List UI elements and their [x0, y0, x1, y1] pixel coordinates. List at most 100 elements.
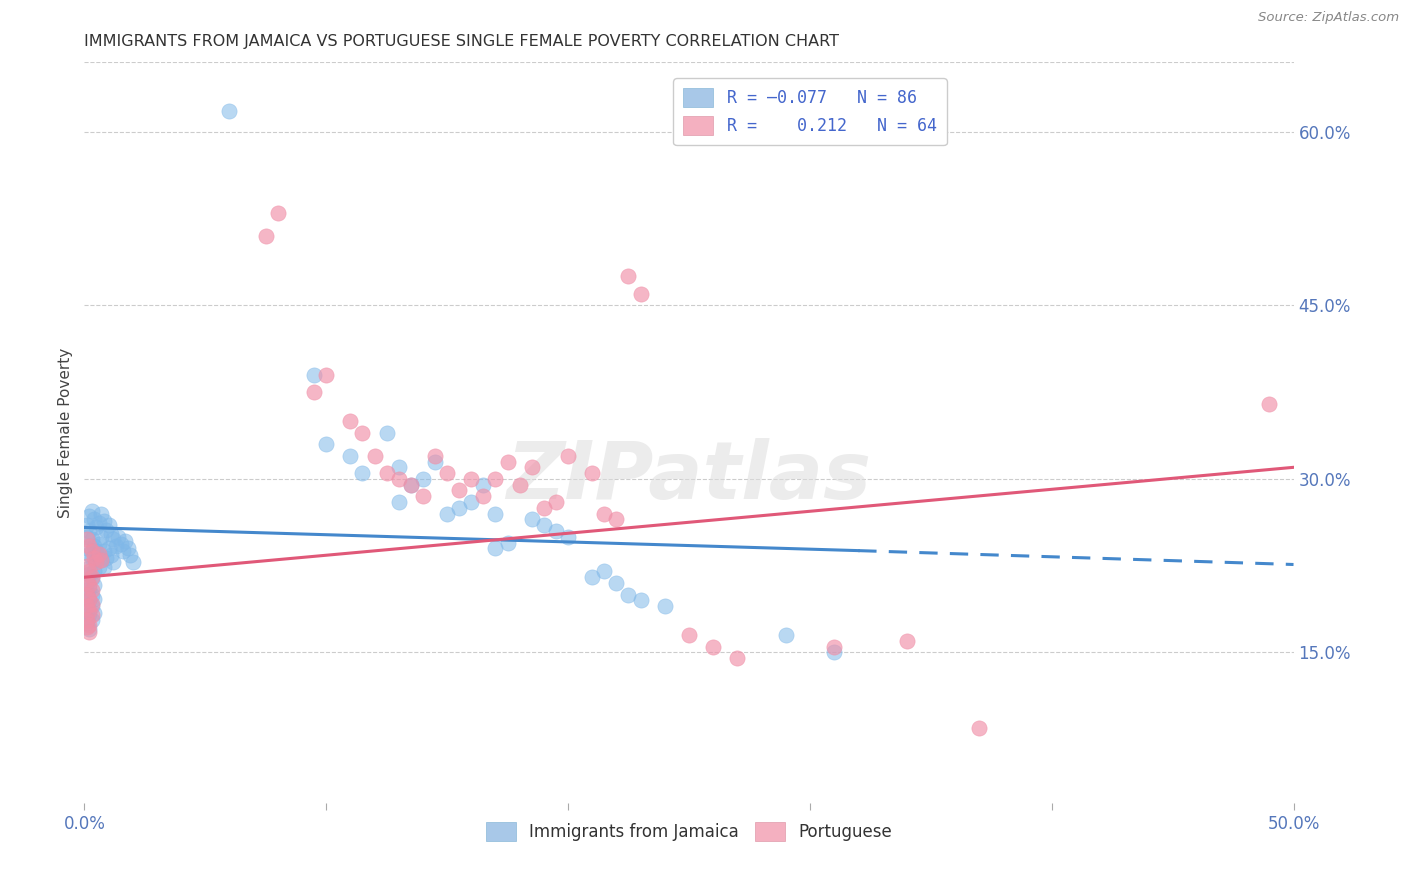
- Point: [423, 449, 446, 463]
- Y-axis label: Single Female Poverty: Single Female Poverty: [58, 348, 73, 517]
- Point: [104, 539, 127, 553]
- Point: [363, 449, 385, 463]
- Point: [449, 483, 471, 498]
- Text: Source: ZipAtlas.com: Source: ZipAtlas.com: [1258, 11, 1399, 24]
- Point: [86, 553, 108, 567]
- Point: [86, 543, 108, 558]
- Point: [617, 588, 640, 602]
- Point: [339, 449, 361, 463]
- Point: [80, 504, 103, 518]
- Point: [77, 582, 100, 596]
- Point: [315, 437, 337, 451]
- Point: [605, 512, 627, 526]
- Point: [103, 532, 125, 546]
- Point: [315, 368, 337, 382]
- Point: [388, 472, 411, 486]
- Point: [83, 539, 105, 553]
- Point: [80, 532, 103, 546]
- Point: [375, 466, 398, 480]
- Point: [77, 604, 100, 618]
- Point: [678, 628, 700, 642]
- Point: [90, 553, 112, 567]
- Point: [388, 460, 411, 475]
- Point: [823, 645, 845, 659]
- Point: [77, 607, 100, 622]
- Point: [80, 543, 103, 558]
- Point: [593, 565, 616, 579]
- Point: [97, 541, 120, 556]
- Point: [725, 651, 748, 665]
- Point: [557, 449, 579, 463]
- Point: [121, 555, 143, 569]
- Point: [107, 530, 129, 544]
- Point: [87, 536, 110, 550]
- Point: [472, 489, 495, 503]
- Point: [533, 500, 555, 515]
- Point: [103, 555, 125, 569]
- Point: [83, 592, 105, 607]
- Point: [77, 508, 100, 523]
- Point: [77, 593, 100, 607]
- Point: [83, 578, 105, 592]
- Point: [472, 477, 495, 491]
- Point: [80, 599, 103, 614]
- Point: [557, 530, 579, 544]
- Text: IMMIGRANTS FROM JAMAICA VS PORTUGUESE SINGLE FEMALE POVERTY CORRELATION CHART: IMMIGRANTS FROM JAMAICA VS PORTUGUESE SI…: [84, 34, 839, 49]
- Point: [117, 541, 139, 556]
- Point: [436, 466, 458, 480]
- Point: [77, 592, 100, 607]
- Point: [93, 543, 115, 558]
- Point: [80, 571, 103, 585]
- Point: [77, 524, 100, 538]
- Point: [76, 562, 98, 576]
- Point: [496, 454, 519, 468]
- Point: [520, 512, 543, 526]
- Point: [83, 550, 105, 565]
- Point: [76, 599, 98, 614]
- Point: [702, 640, 724, 654]
- Point: [94, 523, 117, 537]
- Point: [76, 574, 98, 588]
- Point: [76, 558, 98, 573]
- Point: [77, 624, 100, 639]
- Point: [77, 617, 100, 632]
- Point: [93, 514, 115, 528]
- Point: [93, 559, 115, 574]
- Point: [100, 548, 122, 562]
- Point: [449, 500, 471, 515]
- Point: [80, 588, 103, 602]
- Point: [77, 547, 100, 561]
- Point: [581, 570, 603, 584]
- Point: [76, 620, 98, 634]
- Point: [76, 541, 98, 556]
- Point: [80, 597, 103, 611]
- Point: [775, 628, 797, 642]
- Point: [83, 606, 105, 620]
- Point: [87, 547, 110, 561]
- Point: [86, 555, 108, 569]
- Point: [496, 535, 519, 549]
- Point: [460, 495, 482, 509]
- Point: [375, 425, 398, 440]
- Point: [520, 460, 543, 475]
- Point: [110, 536, 132, 550]
- Point: [90, 553, 112, 567]
- Point: [77, 565, 100, 579]
- Point: [630, 286, 652, 301]
- Point: [97, 518, 120, 533]
- Point: [593, 507, 616, 521]
- Point: [76, 613, 98, 627]
- Point: [484, 472, 506, 486]
- Point: [412, 489, 434, 503]
- Point: [76, 518, 98, 533]
- Point: [80, 550, 103, 565]
- Point: [77, 578, 100, 592]
- Point: [399, 477, 422, 491]
- Point: [83, 543, 105, 558]
- Point: [544, 495, 567, 509]
- Point: [87, 516, 110, 530]
- Point: [114, 534, 136, 549]
- Point: [423, 454, 446, 468]
- Point: [605, 576, 627, 591]
- Point: [112, 543, 135, 558]
